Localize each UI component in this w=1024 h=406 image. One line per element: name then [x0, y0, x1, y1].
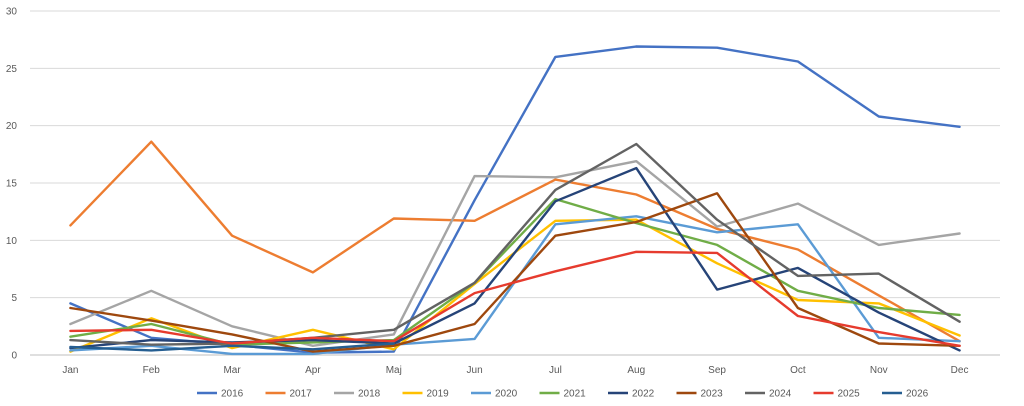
legend-label: 2026	[906, 389, 929, 400]
series-line-2022	[69, 166, 961, 352]
y-tick-label: 15	[6, 179, 18, 190]
legend-item-2024: 2024	[745, 389, 792, 400]
legend-item-2022: 2022	[608, 389, 655, 400]
x-tick-label: Apr	[305, 365, 321, 376]
series-line-2021	[69, 197, 961, 346]
y-axis: 0 5 10 15 20 25 30	[6, 7, 18, 362]
x-tick-label: Maj	[386, 365, 402, 376]
series-line-2017	[69, 140, 961, 343]
legend-label: 2018	[358, 389, 381, 400]
y-tick-label: 5	[11, 293, 17, 304]
series-line-2026	[69, 342, 395, 352]
legend-item-2017: 2017	[265, 389, 313, 400]
legend-item-2016: 2016	[197, 389, 244, 400]
legend-label: 2016	[221, 389, 244, 400]
legend-item-2018: 2018	[334, 389, 381, 400]
legend-label: 2024	[769, 389, 792, 400]
series-line-2025	[69, 250, 961, 347]
legend-item-2025: 2025	[813, 389, 861, 400]
x-tick-label: Sep	[708, 365, 726, 376]
series-line-2023	[69, 192, 961, 353]
legend-label: 2025	[838, 389, 861, 400]
series-line-2018	[69, 159, 961, 347]
x-tick-label: Oct	[790, 365, 806, 376]
x-tick-label: Nov	[870, 365, 888, 376]
legend-label: 2020	[495, 389, 518, 400]
series-line-2024	[69, 142, 961, 346]
legend-label: 2021	[564, 389, 587, 400]
legend-item-2023: 2023	[676, 389, 724, 400]
x-axis: Jan Feb Mar Apr Maj Jun Jul Aug Sep Oct Nov Dec	[62, 365, 968, 376]
legend-item-2026: 2026	[882, 389, 929, 400]
legend-item-2019: 2019	[402, 389, 450, 400]
x-tick-label: Jul	[549, 365, 562, 376]
legend-label: 2017	[290, 389, 313, 400]
y-tick-label: 25	[6, 64, 18, 75]
x-tick-label: Jan	[62, 365, 78, 376]
x-tick-label: Jun	[467, 365, 483, 376]
legend-label: 2022	[632, 389, 655, 400]
legend-label: 2023	[701, 389, 724, 400]
x-tick-label: Mar	[223, 365, 241, 376]
legend-item-2021: 2021	[539, 389, 587, 400]
y-tick-label: 0	[11, 351, 17, 362]
x-tick-label: Dec	[951, 365, 969, 376]
legend: 2016 2017 2018 2019 2020 2021 2022 2023 2024 2025…	[197, 389, 929, 400]
legend-label: 2019	[427, 389, 450, 400]
y-tick-label: 30	[6, 7, 18, 18]
x-tick-label: Feb	[143, 365, 161, 376]
y-tick-label: 20	[6, 121, 18, 132]
x-tick-label: Aug	[627, 365, 645, 376]
legend-item-2020: 2020	[471, 389, 518, 400]
plot-area	[69, 45, 961, 356]
y-tick-label: 10	[6, 236, 18, 247]
